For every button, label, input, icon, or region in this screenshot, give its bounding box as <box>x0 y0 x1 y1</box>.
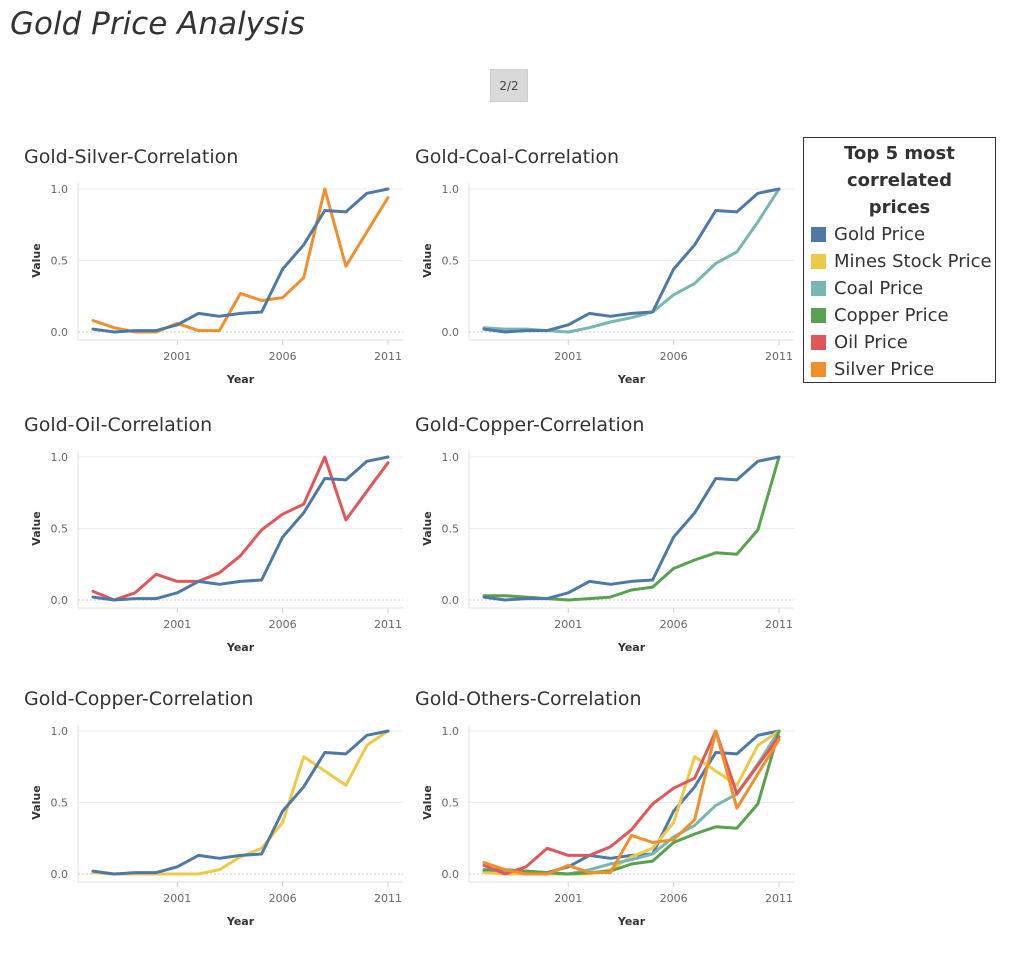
x-tick-label: 2006 <box>269 892 297 905</box>
chart-plot: 0.0 0.5 1.0 2001 2006 2011 Year Value <box>30 725 403 928</box>
page-title: Gold Price Analysis <box>10 6 305 42</box>
x-tick-label: 2001 <box>163 892 191 905</box>
legend-swatch <box>811 281 826 296</box>
legend-item[interactable]: Gold Price <box>804 221 995 248</box>
legend-item[interactable]: Coal Price <box>804 275 995 302</box>
y-tick-label: 1.0 <box>442 451 460 464</box>
series-line-oil-price <box>482 729 781 876</box>
y-tick-label: 1.0 <box>51 725 69 738</box>
x-axis-label: Year <box>226 915 255 928</box>
chart-title: Gold-Oil-Correlation <box>24 414 213 436</box>
x-tick-label: 2006 <box>660 350 688 363</box>
legend-title-line: correlated <box>846 170 952 191</box>
chart-title: Gold-Silver-Correlation <box>24 146 239 168</box>
x-tick-label: 2011 <box>374 618 402 631</box>
chart-title: Gold-Coal-Correlation <box>415 146 619 168</box>
page-indicator-button[interactable]: 2/2 <box>490 69 528 102</box>
legend-label: Coal Price <box>834 278 924 299</box>
y-tick-label: 0.0 <box>442 594 460 607</box>
x-tick-label: 2011 <box>374 350 402 363</box>
legend-title-line: prices <box>868 197 931 218</box>
y-axis-label: Value <box>421 785 434 819</box>
y-tick-label: 1.0 <box>442 183 460 196</box>
chart-title: Gold-Copper-Correlation <box>24 688 254 710</box>
x-tick-label: 2006 <box>660 892 688 905</box>
y-tick-label: 0.0 <box>442 868 460 881</box>
x-tick-label: 2011 <box>765 618 793 631</box>
legend-item[interactable]: Copper Price <box>804 302 995 329</box>
chart-plot: 0.0 0.5 1.0 2001 2006 2011 Year Value <box>30 451 403 654</box>
legend-swatch <box>811 308 826 323</box>
x-axis-label: Year <box>226 373 255 386</box>
x-tick-label: 2011 <box>765 892 793 905</box>
series-line-gold-price <box>91 729 390 876</box>
y-tick-label: 0.5 <box>442 255 460 268</box>
y-axis-label: Value <box>30 243 43 277</box>
series-line-gold-price <box>482 455 781 602</box>
y-axis-label: Value <box>421 243 434 277</box>
x-axis-label: Year <box>617 915 646 928</box>
series-line-silver-price <box>482 729 781 876</box>
legend-swatch <box>811 227 826 242</box>
y-tick-label: 1.0 <box>442 725 460 738</box>
legend: Top 5 most correlated prices Gold Price M… <box>803 137 996 383</box>
legend-label: Mines Stock Price <box>834 251 992 272</box>
y-tick-label: 0.0 <box>442 326 460 339</box>
y-tick-label: 0.0 <box>51 594 69 607</box>
legend-item[interactable]: Silver Price <box>804 356 995 383</box>
series-line-gold-price <box>91 455 390 602</box>
x-tick-label: 2011 <box>374 892 402 905</box>
legend-swatch <box>811 254 826 269</box>
y-axis-label: Value <box>30 785 43 819</box>
x-tick-label: 2001 <box>554 350 582 363</box>
x-tick-label: 2011 <box>765 350 793 363</box>
legend-label: Oil Price <box>834 332 908 353</box>
x-tick-label: 2001 <box>554 892 582 905</box>
y-tick-label: 0.0 <box>51 326 69 339</box>
chart-plot: 0.0 0.5 1.0 2001 2006 2011 Year Value <box>421 451 794 654</box>
x-axis-label: Year <box>617 373 646 386</box>
x-axis-label: Year <box>617 641 646 654</box>
legend-title: Top 5 most correlated prices <box>804 138 995 221</box>
chart-plot: 0.0 0.5 1.0 2001 2006 2011 Year Value <box>421 183 794 386</box>
y-tick-label: 0.5 <box>442 797 460 810</box>
x-tick-label: 2001 <box>163 618 191 631</box>
x-axis-label: Year <box>226 641 255 654</box>
y-tick-label: 0.0 <box>51 868 69 881</box>
x-tick-label: 2006 <box>660 618 688 631</box>
y-tick-label: 0.5 <box>51 523 69 536</box>
legend-title-line: Top 5 most <box>844 143 955 164</box>
legend-label: Silver Price <box>834 359 935 380</box>
chart-title: Gold-Copper-Correlation <box>415 414 645 436</box>
chart-plot: 0.0 0.5 1.0 2001 2006 2011 Year Value <box>30 183 403 386</box>
chart-title: Gold-Others-Correlation <box>415 688 642 710</box>
x-tick-label: 2001 <box>163 350 191 363</box>
series-line-gold-price <box>91 187 390 334</box>
x-tick-label: 2006 <box>269 618 297 631</box>
y-axis-label: Value <box>421 511 434 545</box>
legend-item[interactable]: Oil Price <box>804 329 995 356</box>
legend-item[interactable]: Mines Stock Price <box>804 248 995 275</box>
y-tick-label: 0.5 <box>51 797 69 810</box>
legend-swatch <box>811 335 826 350</box>
y-tick-label: 0.5 <box>442 523 460 536</box>
legend-swatch <box>811 362 826 377</box>
legend-label: Gold Price <box>834 224 926 245</box>
y-tick-label: 0.5 <box>51 255 69 268</box>
series-line-oil-price <box>91 455 390 602</box>
chart-plot: 0.0 0.5 1.0 2001 2006 2011 Year Value <box>421 725 794 928</box>
x-tick-label: 2001 <box>554 618 582 631</box>
legend-label: Copper Price <box>834 305 949 326</box>
y-tick-label: 1.0 <box>51 183 69 196</box>
series-line-gold-price <box>482 187 781 334</box>
y-axis-label: Value <box>30 511 43 545</box>
y-tick-label: 1.0 <box>51 451 69 464</box>
x-tick-label: 2006 <box>269 350 297 363</box>
series-line-copper-price <box>482 729 781 876</box>
